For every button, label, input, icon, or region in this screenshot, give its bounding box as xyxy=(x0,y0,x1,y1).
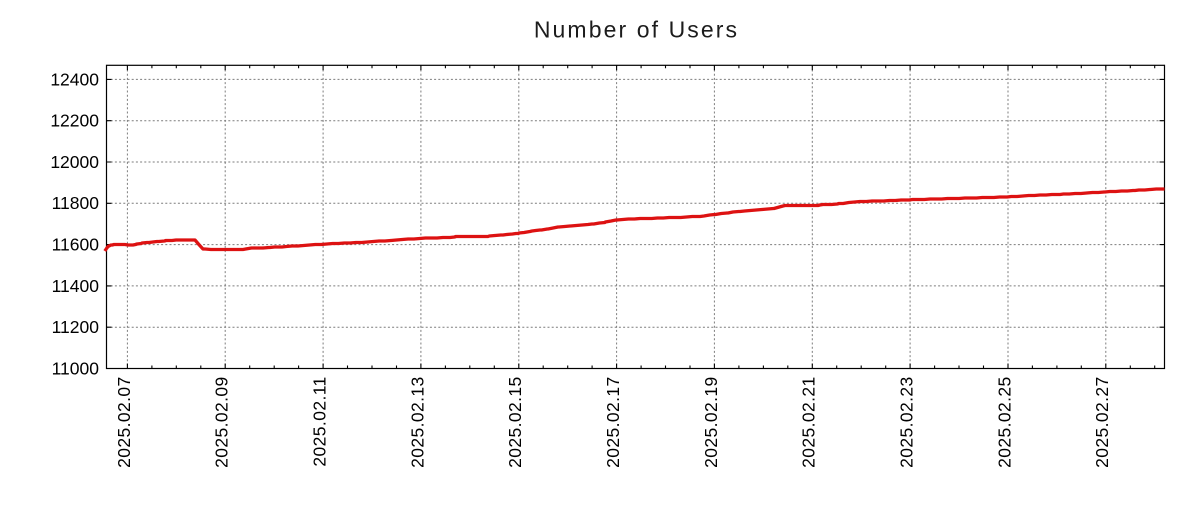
svg-text:11600: 11600 xyxy=(52,235,100,255)
svg-text:12400: 12400 xyxy=(50,69,99,89)
svg-text:12000: 12000 xyxy=(50,152,99,172)
svg-text:2025.02.11: 2025.02.11 xyxy=(310,376,330,466)
svg-text:2025.02.17: 2025.02.17 xyxy=(603,376,623,468)
svg-text:11800: 11800 xyxy=(52,193,100,213)
svg-text:2025.02.13: 2025.02.13 xyxy=(407,376,427,468)
svg-text:2025.02.15: 2025.02.15 xyxy=(505,376,525,468)
svg-text:Number of Users: Number of Users xyxy=(534,17,739,43)
svg-text:12200: 12200 xyxy=(50,111,99,131)
svg-text:2025.02.09: 2025.02.09 xyxy=(212,376,232,468)
svg-text:11200: 11200 xyxy=(52,317,100,337)
svg-text:11000: 11000 xyxy=(52,358,100,378)
svg-text:2025.02.07: 2025.02.07 xyxy=(114,376,134,468)
svg-text:2025.02.19: 2025.02.19 xyxy=(701,376,721,468)
svg-text:2025.02.27: 2025.02.27 xyxy=(1092,376,1112,468)
svg-text:11400: 11400 xyxy=(52,276,100,296)
svg-text:2025.02.25: 2025.02.25 xyxy=(994,376,1014,468)
svg-text:2025.02.21: 2025.02.21 xyxy=(799,376,819,468)
svg-text:2025.02.23: 2025.02.23 xyxy=(897,376,917,468)
